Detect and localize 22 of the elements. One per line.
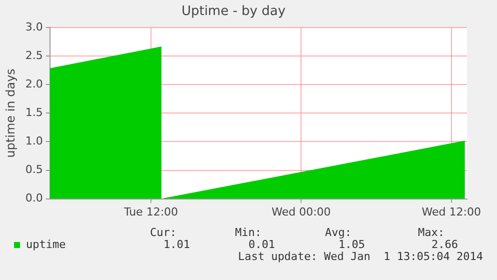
y-tick-label: 2.5 [25, 48, 43, 62]
text: Last update: Wed Jan 1 13:05:04 2014 [238, 250, 483, 263]
text: 0.01 [248, 238, 275, 251]
x-tick-label: Wed 12:00 [422, 205, 481, 218]
x-tick-label: Wed 00:00 [272, 205, 331, 218]
text: Max: [418, 226, 444, 239]
x-tick-label: Tue 12:00 [123, 205, 178, 218]
y-tick-label: 3.0 [25, 20, 43, 34]
y-tick-label: 1.0 [25, 134, 43, 148]
y-axis-title: uptime in days [3, 68, 18, 158]
y-tick-label: 2.0 [25, 78, 43, 91]
text: 1.01 [164, 238, 190, 251]
text: 2.66 [432, 238, 458, 251]
text: Avg: [325, 226, 352, 239]
y-tick-label: 1.5 [25, 106, 43, 120]
y-tick-label: 0.0 [25, 192, 43, 205]
legend-label: uptime [26, 238, 66, 251]
y-tick-label: 0.5 [25, 163, 43, 176]
chart-title: Uptime - by day [181, 4, 286, 20]
text: 1.05 [338, 238, 365, 251]
text: Cur: [150, 226, 176, 239]
text: Min: [235, 226, 262, 239]
